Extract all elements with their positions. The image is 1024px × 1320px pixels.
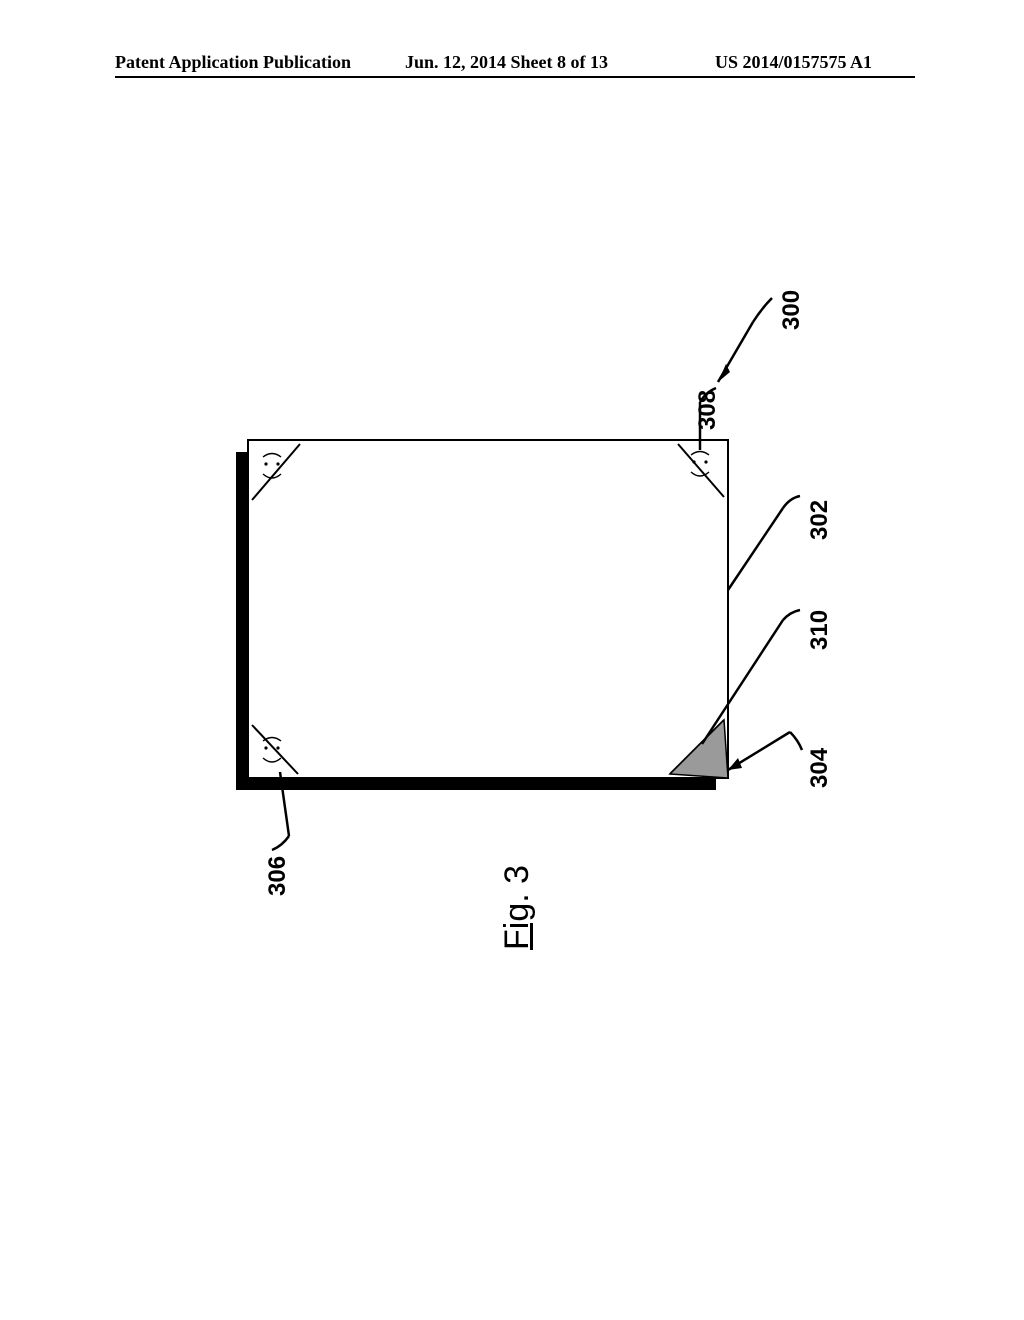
ref-308: 308 — [694, 390, 722, 430]
panel-302 — [248, 440, 728, 778]
figure-caption-number: 3 — [498, 865, 536, 884]
ref-304: 304 — [806, 748, 834, 788]
leader-304 — [728, 732, 802, 770]
ref-310: 310 — [806, 610, 834, 650]
leader-300 — [718, 298, 772, 382]
ref-306: 306 — [264, 856, 292, 896]
figure-caption: Fig. 3 — [498, 865, 537, 950]
figure-caption-dot: . — [498, 884, 536, 903]
figure-3: 300 308 302 310 304 306 Fig. 3 — [0, 0, 1024, 1320]
figure-caption-prefix: Fig — [498, 903, 536, 950]
ref-302: 302 — [806, 500, 834, 540]
leader-302 — [728, 496, 800, 590]
patent-page: Patent Application Publication Jun. 12, … — [0, 0, 1024, 1320]
figure-svg — [0, 0, 1024, 1320]
ref-300: 300 — [778, 290, 806, 330]
